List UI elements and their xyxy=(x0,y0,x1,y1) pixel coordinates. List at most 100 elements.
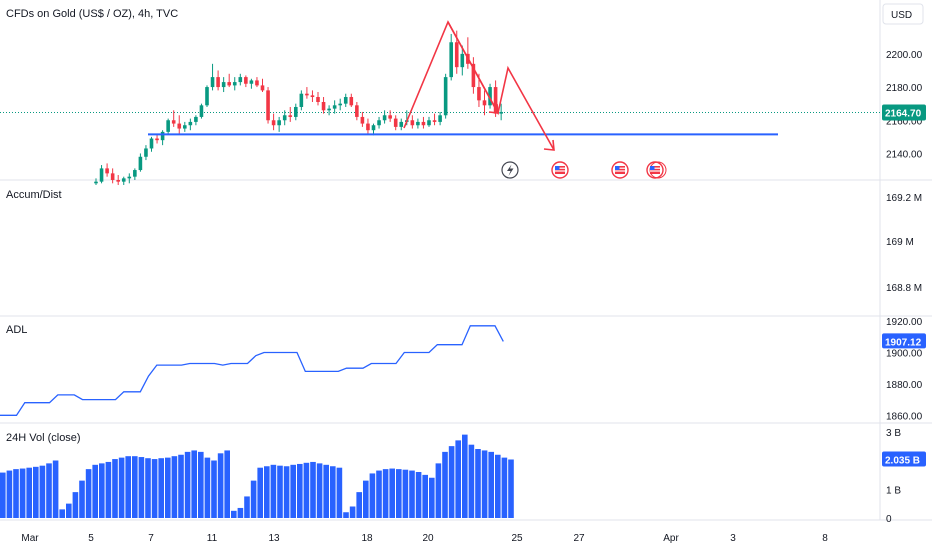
candle-body xyxy=(360,116,365,124)
adl-title: ADL xyxy=(6,324,27,336)
volume-bar xyxy=(59,509,65,518)
volume-bar xyxy=(501,457,508,518)
candles xyxy=(94,30,503,185)
candle-body xyxy=(416,121,420,126)
candle-body xyxy=(205,87,209,106)
volume-bar xyxy=(363,480,369,518)
volume-bar xyxy=(13,469,19,518)
volume-bar xyxy=(204,457,211,518)
time-axis[interactable]: Mar 5 7 11 13 18 20 25 27 Apr 3 8 xyxy=(21,533,828,544)
volume-bar xyxy=(382,469,389,518)
volume-bar xyxy=(277,465,283,518)
candle-body xyxy=(382,115,387,121)
pattern-first-leg[interactable] xyxy=(447,21,499,114)
candle-body xyxy=(460,53,465,68)
candle-body xyxy=(183,125,187,129)
volume-bar xyxy=(349,506,356,518)
candle-body xyxy=(121,178,126,182)
candle-body xyxy=(194,116,198,122)
volume-bar xyxy=(191,450,197,518)
chart-title: CFDs on Gold (US$ / OZ), 4h, TVC xyxy=(6,8,178,20)
candle-body xyxy=(232,82,237,86)
volume-axis[interactable]: 3 B2 B1 B0 xyxy=(886,428,901,525)
candle-body xyxy=(188,121,193,126)
volume-pane[interactable]: 24H Vol (close) 3 B2 B1 B0 2.035 B xyxy=(0,428,926,525)
candle-body xyxy=(388,115,392,119)
volume-bar xyxy=(310,461,316,518)
candle-body xyxy=(321,102,326,111)
volume-bar xyxy=(409,470,415,518)
volume-value-label: 2.035 B xyxy=(885,455,920,466)
volume-bar xyxy=(184,451,191,518)
candle-body xyxy=(94,181,98,184)
volume-bar xyxy=(151,459,158,518)
volume-bar xyxy=(112,459,118,518)
currency-label: USD xyxy=(891,10,912,21)
y-tick-label: 169 M xyxy=(886,237,914,248)
y-tick-label: 1880.00 xyxy=(886,380,923,391)
volume-bar xyxy=(26,467,32,518)
adl-pane[interactable]: ADL 1920.00 1900.00 1880.00 1860.00 1907.12 xyxy=(0,317,926,422)
x-tick-label: 11 xyxy=(207,533,218,544)
volume-bar xyxy=(250,480,257,518)
us-flag-icon[interactable] xyxy=(551,161,569,179)
candle-body xyxy=(316,97,320,102)
candle-body xyxy=(271,120,276,126)
candle-body xyxy=(449,42,453,78)
currency-button[interactable]: USD xyxy=(882,3,924,25)
accum-dist-axis[interactable]: 169.2 M 169 M 168.8 M xyxy=(886,193,922,294)
y-tick-label: 2160.00 xyxy=(886,116,923,127)
x-tick-label: 13 xyxy=(268,533,280,544)
volume-bar xyxy=(72,492,79,518)
price-axis[interactable]: 2200.00 2180.00 2160.00 2140.00 xyxy=(886,50,923,161)
candle-body xyxy=(177,123,182,129)
volume-bar xyxy=(442,451,448,518)
x-tick-label: 20 xyxy=(422,533,434,544)
volume-bar xyxy=(211,460,217,518)
us-flag-icon[interactable] xyxy=(611,161,629,179)
candle-body xyxy=(149,138,154,149)
candle-body xyxy=(133,170,137,177)
candle-body xyxy=(99,168,104,182)
volume-bar xyxy=(132,456,138,518)
adl-axis[interactable]: 1920.00 1900.00 1880.00 1860.00 xyxy=(886,317,923,422)
candle-body xyxy=(371,125,376,131)
price-pane[interactable]: CFDs on Gold (US$ / OZ), 4h, TVC USD 220… xyxy=(0,3,926,185)
x-tick-label: Mar xyxy=(21,533,39,544)
candle-body xyxy=(277,120,281,126)
volume-bar xyxy=(283,466,290,518)
volume-bar xyxy=(99,463,105,518)
x-tick-label: 27 xyxy=(573,533,585,544)
pattern-drawing[interactable] xyxy=(403,20,555,151)
x-tick-label: 8 xyxy=(822,533,828,544)
candle-body xyxy=(488,87,492,106)
volume-bar xyxy=(369,473,376,518)
lightning-icon[interactable] xyxy=(501,161,519,179)
candle-body xyxy=(421,121,426,126)
volume-bar xyxy=(330,466,336,518)
candle-body xyxy=(338,103,342,106)
y-tick-label: 0 xyxy=(886,514,892,525)
candle-body xyxy=(166,120,170,132)
y-tick-label: 2180.00 xyxy=(886,83,923,94)
accum-dist-pane[interactable]: Accum/Dist 169.2 M 169 M 168.8 M xyxy=(6,189,922,294)
candle-body xyxy=(482,100,487,106)
volume-bar xyxy=(39,465,46,518)
candle-body xyxy=(216,77,220,88)
volume-bar xyxy=(415,472,422,518)
volume-bar xyxy=(237,507,244,518)
y-tick-label: 168.8 M xyxy=(886,283,922,294)
volume-bar xyxy=(178,454,184,518)
volume-bar xyxy=(376,470,382,518)
candle-body xyxy=(255,80,259,86)
volume-bar xyxy=(396,469,402,518)
candle-body xyxy=(310,95,315,98)
candle-body xyxy=(349,97,354,106)
candle-body xyxy=(238,77,243,83)
candle-body xyxy=(244,77,248,84)
adl-value-label: 1907.12 xyxy=(885,337,922,348)
y-tick-label: 1920.00 xyxy=(886,317,923,328)
us-flag-icon[interactable] xyxy=(646,161,667,179)
volume-bar xyxy=(508,459,514,518)
